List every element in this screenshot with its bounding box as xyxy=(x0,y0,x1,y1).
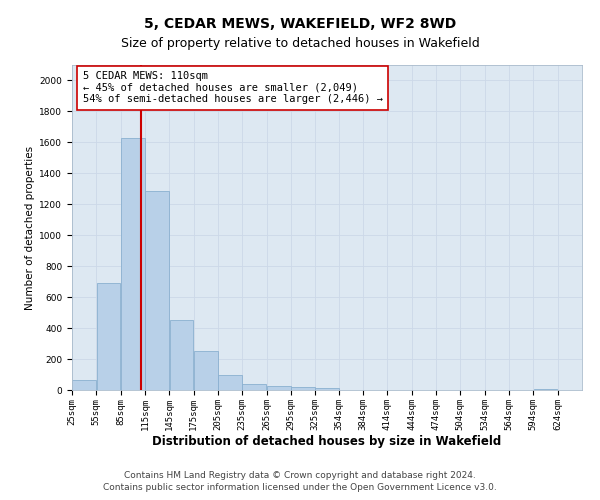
Bar xyxy=(170,320,193,390)
Y-axis label: Number of detached properties: Number of detached properties xyxy=(25,146,35,310)
Bar xyxy=(194,350,218,390)
Bar xyxy=(72,380,96,390)
Text: 5 CEDAR MEWS: 110sqm
← 45% of detached houses are smaller (2,049)
54% of semi-de: 5 CEDAR MEWS: 110sqm ← 45% of detached h… xyxy=(83,71,383,104)
Bar xyxy=(145,191,169,390)
Bar xyxy=(533,389,557,390)
Bar xyxy=(267,386,291,390)
Text: Contains public sector information licensed under the Open Government Licence v3: Contains public sector information licen… xyxy=(103,483,497,492)
Bar xyxy=(242,384,266,390)
Bar xyxy=(121,138,145,390)
X-axis label: Distribution of detached houses by size in Wakefield: Distribution of detached houses by size … xyxy=(152,436,502,448)
Text: Contains HM Land Registry data © Crown copyright and database right 2024.: Contains HM Land Registry data © Crown c… xyxy=(124,472,476,480)
Bar xyxy=(97,283,121,390)
Text: Size of property relative to detached houses in Wakefield: Size of property relative to detached ho… xyxy=(121,38,479,51)
Bar xyxy=(316,388,340,390)
Bar xyxy=(218,374,242,390)
Text: 5, CEDAR MEWS, WAKEFIELD, WF2 8WD: 5, CEDAR MEWS, WAKEFIELD, WF2 8WD xyxy=(144,18,456,32)
Bar xyxy=(291,387,315,390)
